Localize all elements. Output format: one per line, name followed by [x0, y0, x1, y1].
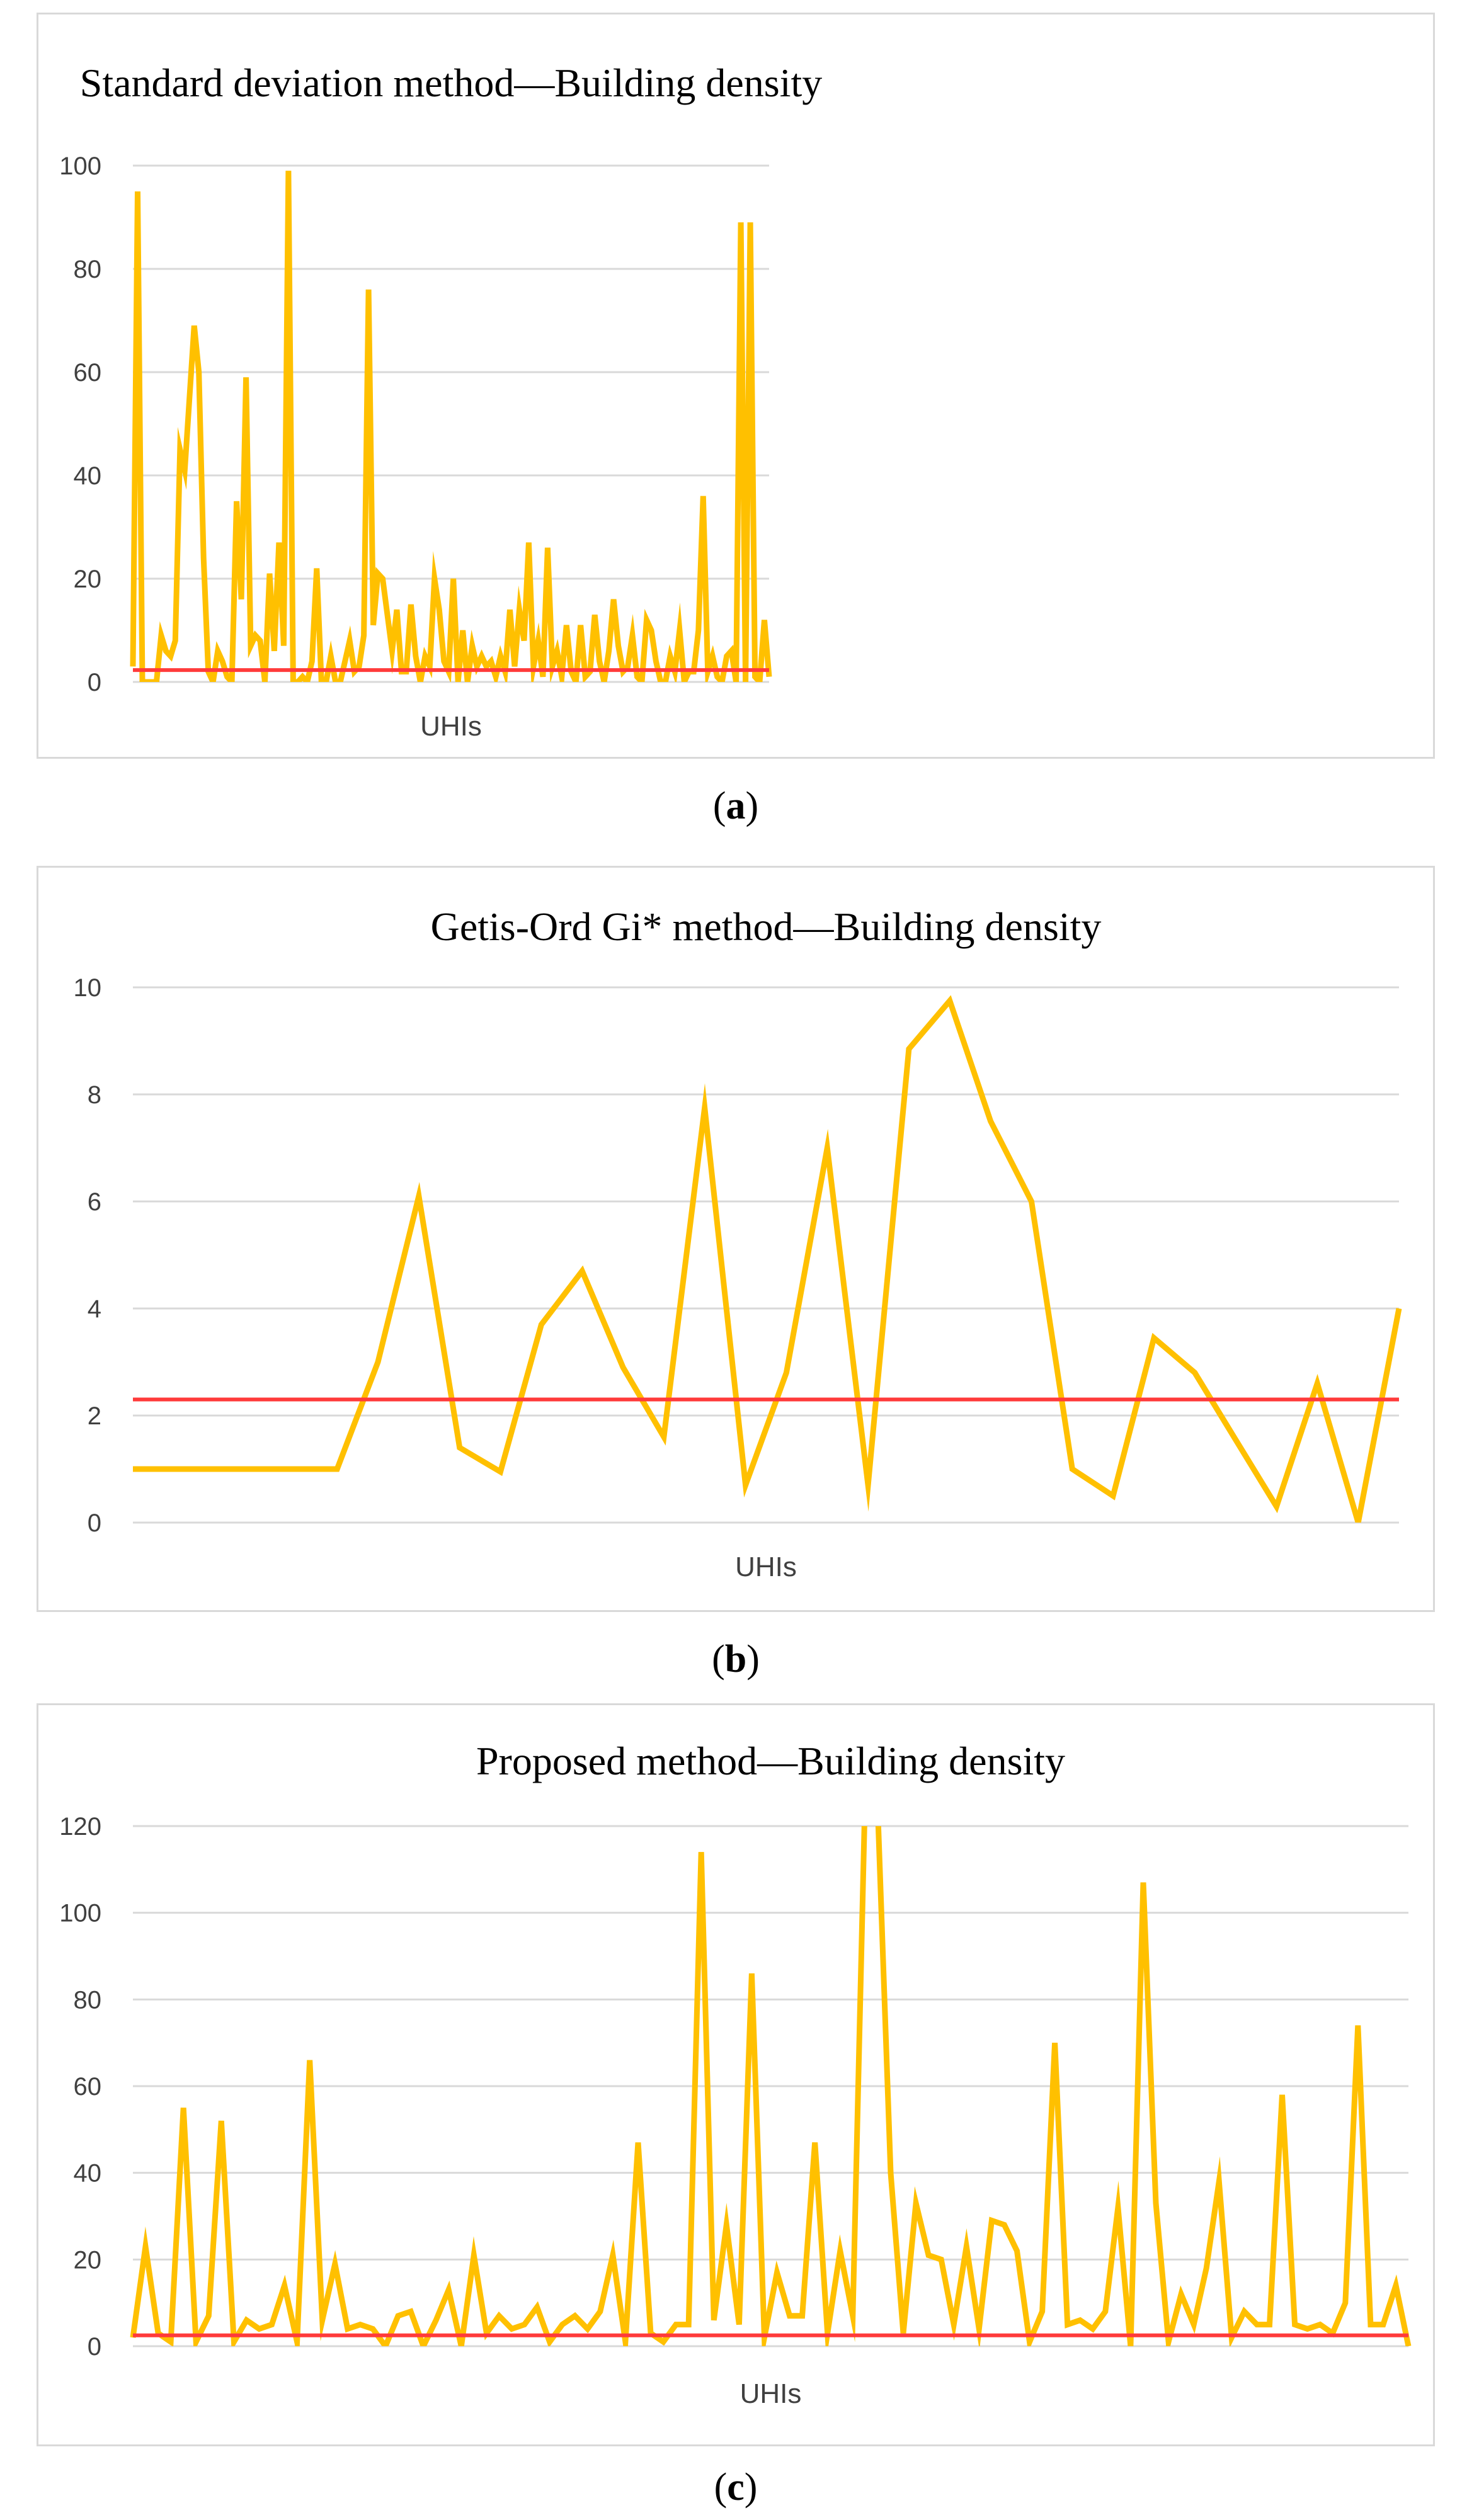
- chart-svg-a: Standard deviation method—Building densi…: [59, 60, 823, 742]
- y-tick-label: 20: [74, 2246, 102, 2274]
- caption-a: (a): [712, 785, 759, 827]
- y-tick-label: 80: [74, 1986, 102, 2014]
- y-tick-label: 100: [59, 1900, 101, 1927]
- y-tick-label: 20: [74, 565, 102, 593]
- y-tick-label: 100: [59, 152, 101, 180]
- caption-label-b: b: [724, 1638, 747, 1681]
- y-tick-label: 2: [88, 1402, 101, 1430]
- x-axis-label: UHIs: [735, 1552, 797, 1582]
- chart-title: Proposed method—Building density: [476, 1739, 1065, 1783]
- y-tick-label: 80: [74, 256, 102, 283]
- chart-frame-a: Standard deviation method—Building densi…: [37, 13, 1435, 759]
- x-axis-label: UHIs: [740, 2378, 802, 2409]
- caption-b: (b): [712, 1638, 760, 1681]
- chart-title: Getis-Ord Gi* method—Building density: [431, 904, 1102, 949]
- chart-svg-c: Proposed method—Building density 0 20 40 60 8…: [59, 1739, 1412, 2409]
- chart-title: Standard deviation method—Building densi…: [80, 60, 823, 105]
- y-tick-label: 0: [88, 2333, 101, 2361]
- chart-frame-c: Proposed method—Building density 0 20 40 60 8…: [37, 1703, 1435, 2446]
- chart-svg-b: Getis-Ord Gi* method—Building density 0 2 4…: [74, 904, 1402, 1582]
- series-line-building-density: [130, 171, 772, 682]
- y-tick-label: 4: [88, 1295, 101, 1323]
- caption-c: (c): [714, 2466, 758, 2509]
- series-line-building-density: [130, 1826, 1412, 2346]
- y-tick-label: 6: [88, 1188, 101, 1216]
- caption-label-a: a: [726, 785, 746, 827]
- series-line-building-density: [133, 995, 1402, 1523]
- y-tick-label: 60: [74, 2073, 102, 2101]
- y-tick-label: 60: [74, 359, 102, 387]
- caption-label-c: c: [727, 2466, 745, 2509]
- y-tick-label: 120: [59, 1813, 101, 1841]
- y-tick-label: 40: [74, 2160, 102, 2188]
- chart-frame-b: Getis-Ord Gi* method—Building density 0 2 4…: [37, 866, 1435, 1612]
- y-tick-label: 0: [88, 669, 101, 696]
- x-axis-label: UHIs: [420, 711, 482, 742]
- y-tick-label: 0: [88, 1509, 101, 1537]
- y-tick-label: 40: [74, 462, 102, 490]
- y-tick-label: 8: [88, 1081, 101, 1109]
- y-tick-label: 10: [74, 974, 102, 1002]
